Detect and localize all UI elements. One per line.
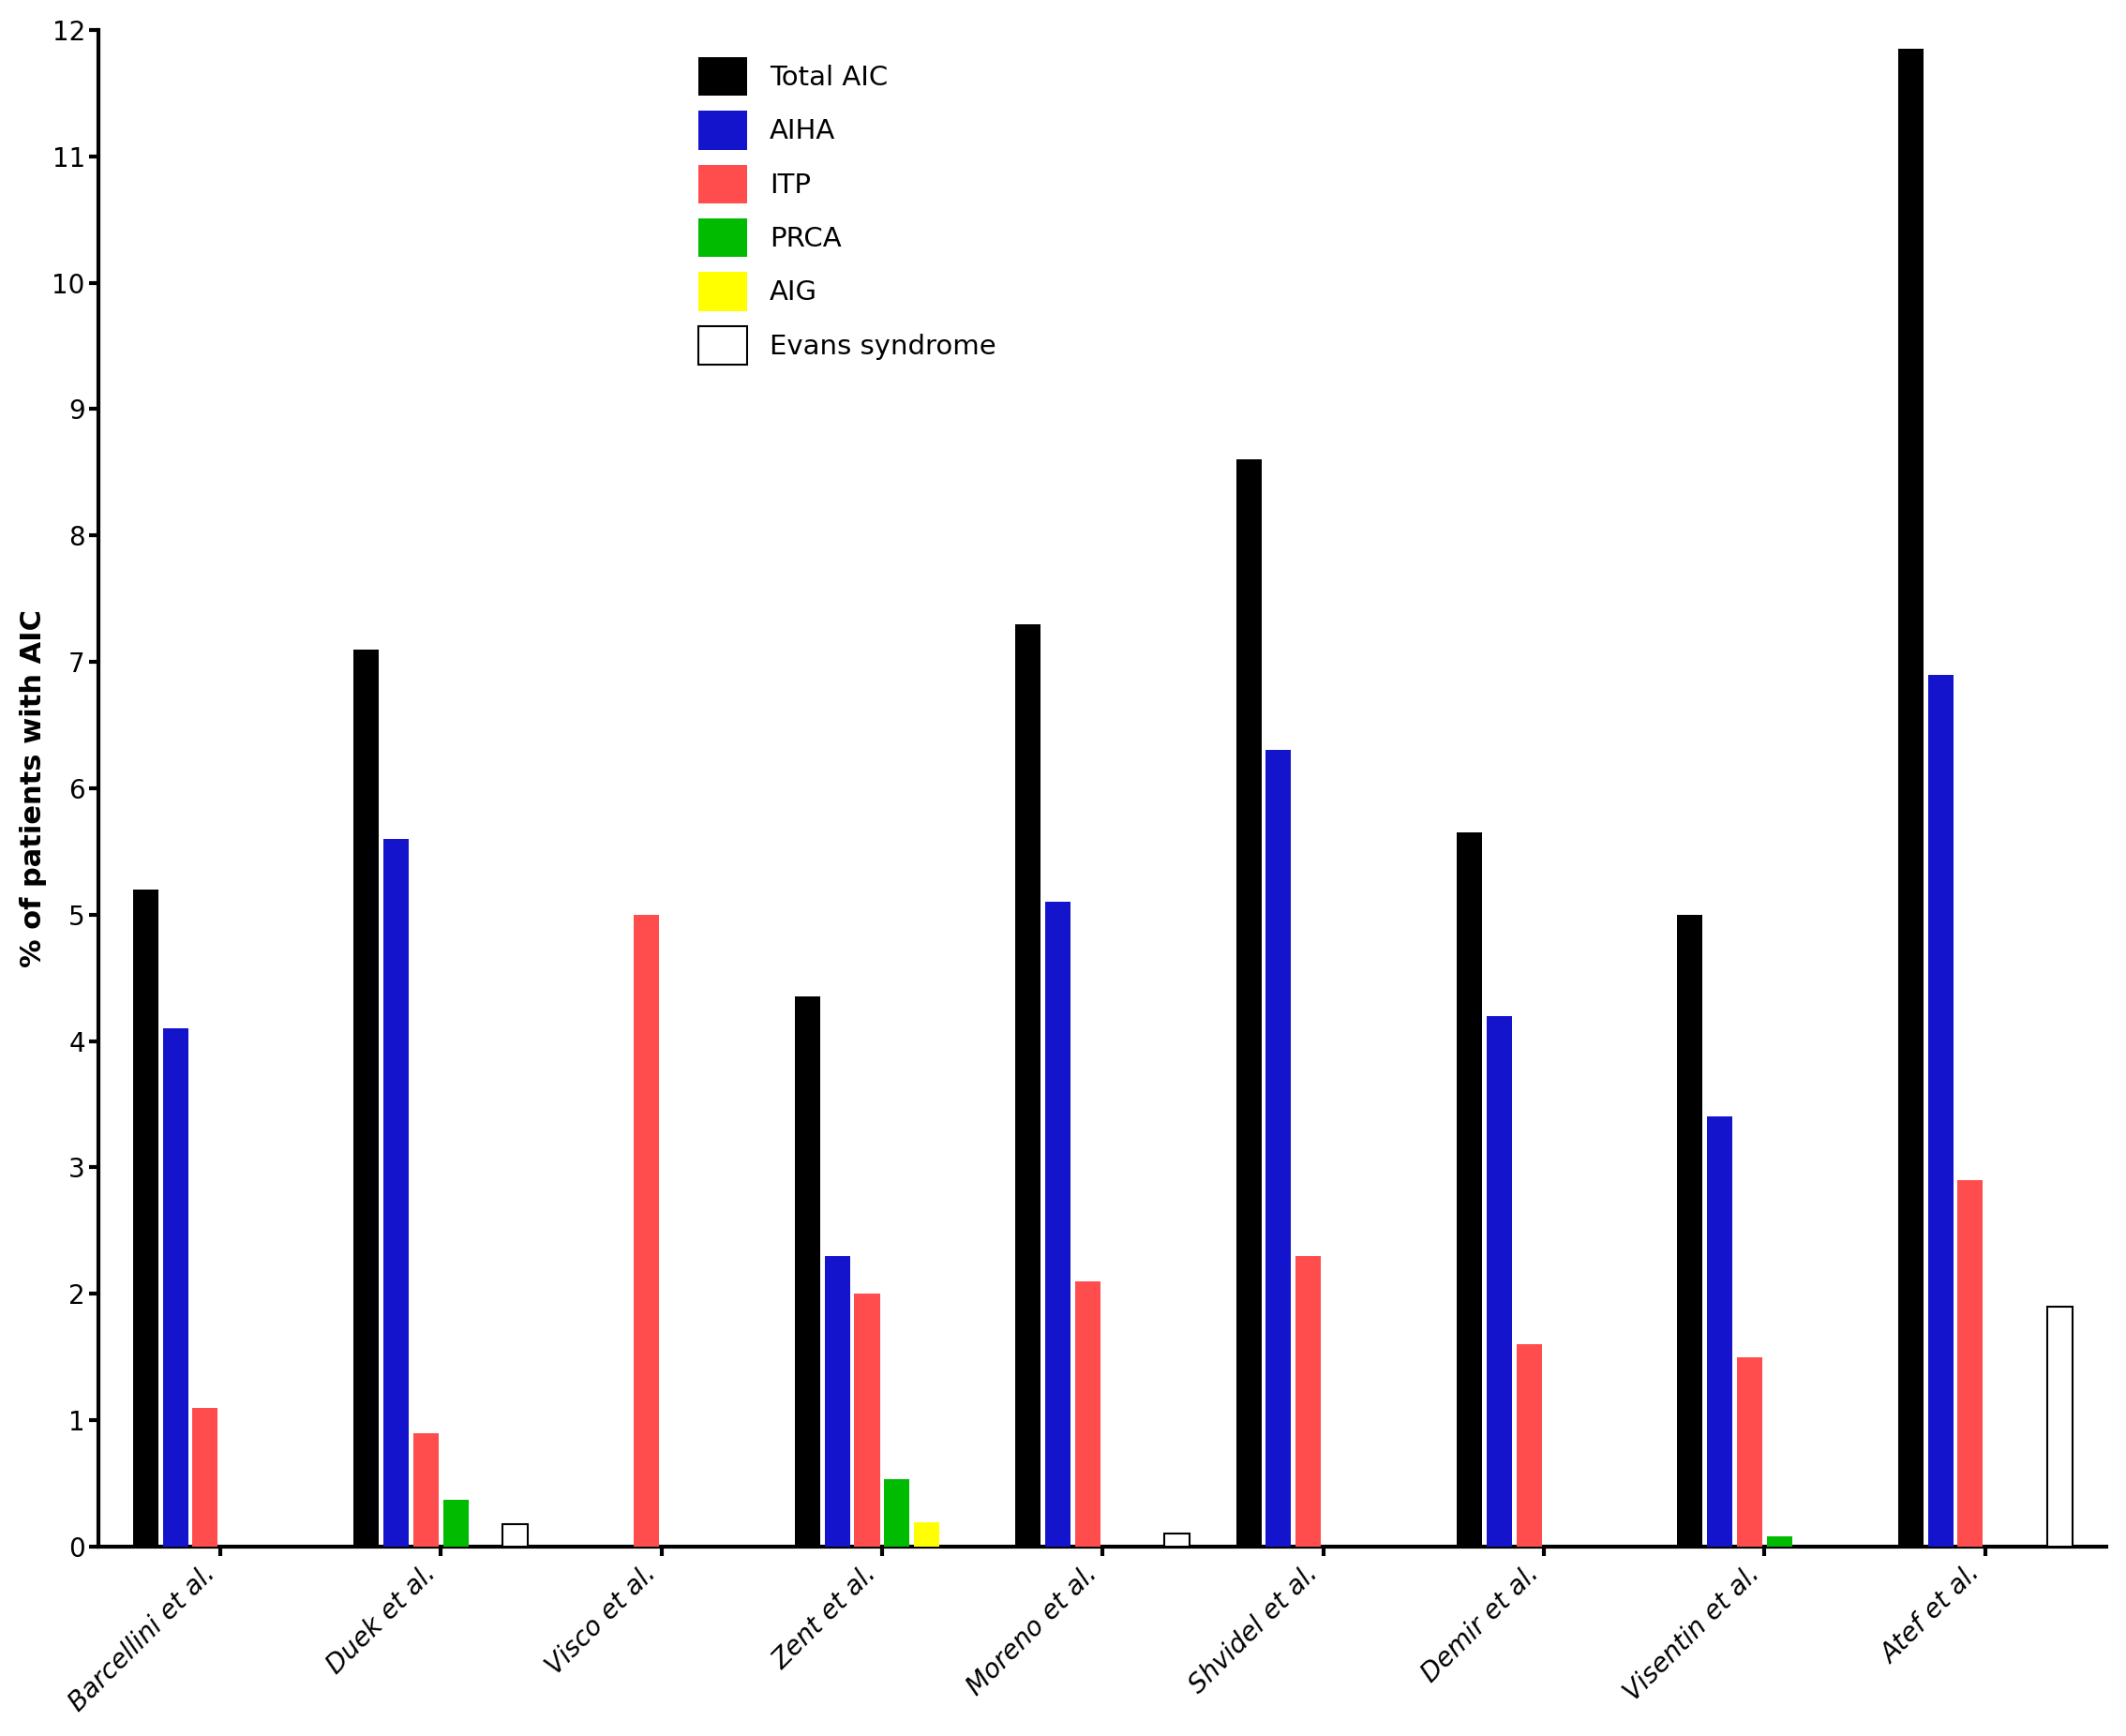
Bar [795,996,821,1547]
Bar [1899,49,1924,1547]
Bar [1295,1255,1320,1547]
Bar [1486,1016,1512,1547]
Bar [1076,1281,1101,1547]
Bar [164,1028,187,1547]
Bar [914,1522,940,1547]
Bar [193,1408,217,1547]
Bar [2047,1307,2073,1547]
Legend: Total AIC, AIHA, ITP, PRCA, AIG, Evans syndrome: Total AIC, AIHA, ITP, PRCA, AIG, Evans s… [685,43,1010,378]
Bar [412,1432,438,1547]
Bar [134,889,157,1547]
Bar [1516,1344,1541,1547]
Bar [1928,675,1954,1547]
Bar [884,1479,910,1547]
Bar [1958,1180,1984,1547]
Bar [383,838,408,1547]
Bar [353,649,378,1547]
Bar [1165,1535,1191,1547]
Bar [825,1255,850,1547]
Bar [1016,623,1042,1547]
Bar [1235,460,1261,1547]
Bar [1737,1358,1762,1547]
Bar [634,915,659,1547]
Bar [855,1293,880,1547]
Bar [1046,903,1072,1547]
Bar [1707,1116,1733,1547]
Bar [442,1500,468,1547]
Bar [502,1524,527,1547]
Y-axis label: % of patients with AIC: % of patients with AIC [19,609,47,967]
Bar [1456,833,1482,1547]
Bar [1677,915,1703,1547]
Bar [1265,750,1290,1547]
Bar [1767,1536,1792,1547]
